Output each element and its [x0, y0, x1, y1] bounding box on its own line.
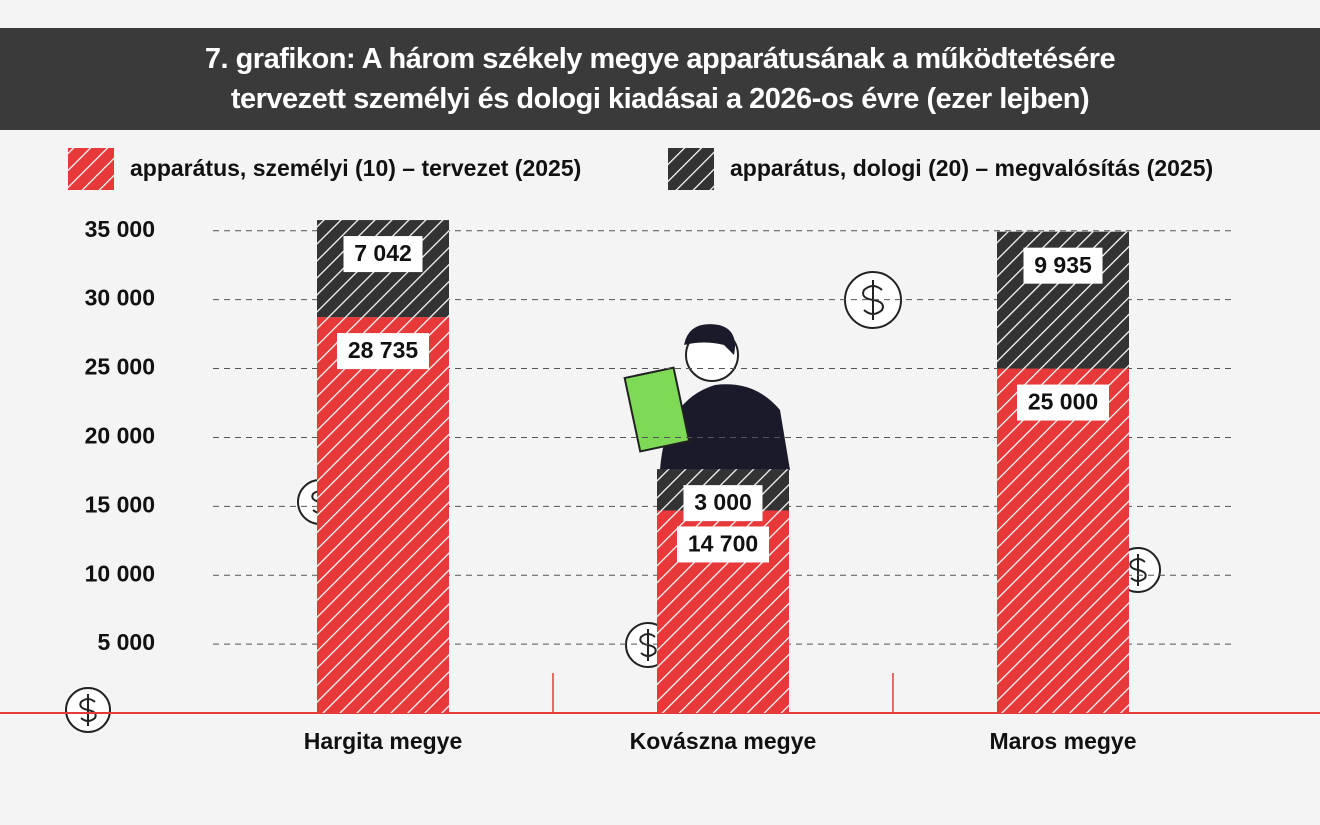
- value-label: 3 000: [694, 489, 752, 515]
- y-tick-label: 5 000: [97, 629, 155, 655]
- value-label: 9 935: [1034, 252, 1092, 278]
- value-label: 28 735: [348, 337, 419, 363]
- y-tick-label: 35 000: [85, 216, 155, 242]
- value-label-box: [337, 333, 429, 370]
- value-label: 25 000: [1028, 389, 1098, 415]
- y-tick-label: 30 000: [85, 285, 155, 311]
- person-illustration: [623, 324, 790, 470]
- value-label-box: [683, 485, 763, 522]
- legend-label: apparátus, személyi (10) – tervezet (202…: [130, 155, 581, 181]
- x-tick-label: Hargita megye: [304, 728, 463, 754]
- legend-label: apparátus, dologi (20) – megvalósítás (2…: [730, 155, 1213, 181]
- value-label-box: [677, 526, 769, 563]
- chart-title: 7. grafikon: A három székely megye appar…: [204, 43, 1116, 115]
- value-label-box: [1023, 247, 1103, 284]
- header: 7. grafikon: A három székely megye appar…: [0, 28, 1320, 130]
- decor: [65, 271, 1161, 733]
- bar-segment: [997, 368, 1129, 713]
- y-tick-label: 10 000: [85, 560, 155, 586]
- legend-swatch: [668, 148, 714, 190]
- y-tick-label: 25 000: [85, 354, 155, 380]
- legend-swatch: [68, 148, 114, 190]
- value-label-box: [1017, 384, 1109, 421]
- y-tick-label: 15 000: [85, 491, 155, 517]
- value-label: 14 700: [688, 531, 758, 557]
- y-tick-label: 20 000: [85, 423, 155, 449]
- x-tick-label: Maros megye: [989, 728, 1136, 754]
- x-tick-label: Kovászna megye: [630, 728, 817, 754]
- bar-segment: [317, 317, 449, 713]
- value-label: 7 042: [354, 240, 412, 266]
- value-label-box: [343, 236, 423, 273]
